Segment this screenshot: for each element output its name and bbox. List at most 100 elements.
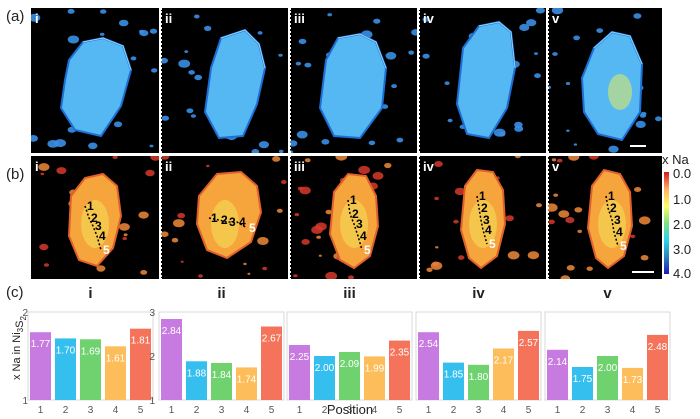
bar-value-label: 1.80 xyxy=(469,372,489,383)
y-axis-label: x Na in Ni3S2 xyxy=(11,316,28,380)
particle xyxy=(385,52,397,60)
particle xyxy=(31,135,38,142)
position-marker: 3 xyxy=(483,213,490,227)
na-map-image: 1 2 3 4 5 ii xyxy=(161,156,288,279)
particle xyxy=(514,156,521,159)
x-tick-label: 3 xyxy=(219,405,225,416)
x-tick-label: 1 xyxy=(38,405,44,416)
x-tick-label: 2 xyxy=(580,405,586,416)
bar-value-label: 1.61 xyxy=(106,353,126,364)
chart-title: ii xyxy=(217,285,225,302)
bar xyxy=(418,332,439,400)
bar xyxy=(236,367,257,400)
particle xyxy=(635,120,646,128)
na-core xyxy=(211,200,239,248)
x-tick-label: 2 xyxy=(194,405,200,416)
particle xyxy=(396,137,404,143)
particle xyxy=(634,187,642,192)
particle xyxy=(278,53,283,57)
particle xyxy=(573,143,578,146)
bar xyxy=(30,332,51,400)
particle xyxy=(190,114,196,118)
particle xyxy=(188,70,195,75)
bar-value-label: 2.54 xyxy=(419,339,439,350)
bar xyxy=(55,338,76,400)
panel-label-c: (c) xyxy=(6,284,24,301)
bar-value-label: 2.00 xyxy=(598,363,618,374)
position-marker: 4 xyxy=(616,225,623,239)
bar xyxy=(518,330,539,400)
particle xyxy=(257,31,263,35)
particle xyxy=(327,13,332,17)
na-map-image: 1 2 3 4 5 iii xyxy=(290,156,417,279)
x-tick-label: 2 xyxy=(322,405,328,416)
position-marker: 5 xyxy=(249,221,256,235)
particle xyxy=(498,132,506,137)
bar xyxy=(364,356,385,400)
crystal-graphic xyxy=(31,8,158,150)
particle xyxy=(565,217,575,224)
particle xyxy=(411,29,417,36)
bar xyxy=(339,352,360,400)
separator xyxy=(30,154,678,156)
bar xyxy=(261,326,282,400)
particle xyxy=(556,158,563,163)
crystal-facet xyxy=(593,31,643,65)
bar-value-label: 2.17 xyxy=(494,356,514,367)
position-marker: 1 xyxy=(479,189,486,203)
particle xyxy=(206,164,210,168)
particle xyxy=(151,68,158,73)
bar xyxy=(647,334,668,400)
particle xyxy=(118,19,129,27)
particle xyxy=(553,193,559,197)
particle xyxy=(173,219,185,228)
colorbar-tick: 0.0 xyxy=(673,166,692,181)
bar-value-label: 1.88 xyxy=(187,368,207,379)
particle xyxy=(548,203,558,212)
particle xyxy=(505,215,514,222)
chart-title: iv xyxy=(472,285,485,302)
bar-value-label: 2.14 xyxy=(548,357,568,368)
profile-line xyxy=(208,217,248,229)
bar xyxy=(597,356,618,400)
particle xyxy=(655,116,662,122)
particle xyxy=(56,167,67,175)
bar-value-label: 1.74 xyxy=(237,374,257,385)
particle xyxy=(39,243,49,251)
particle xyxy=(280,180,287,184)
particle xyxy=(140,270,148,275)
particle xyxy=(278,149,284,153)
x-tick-label: 4 xyxy=(501,405,507,416)
na-map-image: 1 2 3 4 5 iv xyxy=(419,156,546,279)
optical-image: v xyxy=(548,8,662,153)
particle xyxy=(43,263,50,267)
particle xyxy=(535,8,545,14)
particle xyxy=(54,139,66,148)
crystal-facet xyxy=(478,21,516,69)
particle xyxy=(38,163,50,171)
particle xyxy=(178,59,191,68)
particle xyxy=(447,118,453,123)
particle xyxy=(318,254,322,257)
separator xyxy=(418,8,420,280)
particle xyxy=(149,28,158,34)
particle xyxy=(118,223,130,231)
tile-label: ii xyxy=(165,11,173,26)
particle xyxy=(276,208,283,213)
particle xyxy=(526,19,537,27)
tile-label: v xyxy=(552,11,560,26)
tile-label: iv xyxy=(423,159,434,174)
position-marker: 3 xyxy=(356,217,363,231)
particle xyxy=(548,219,555,225)
chart-title: v xyxy=(603,285,612,302)
tile-label: v xyxy=(552,159,560,174)
particle xyxy=(566,129,570,132)
position-marker: 1 xyxy=(608,189,615,203)
particle xyxy=(551,158,557,162)
particle xyxy=(96,265,106,272)
y-tick-label: 3 xyxy=(149,308,155,319)
x-tick-label: 1 xyxy=(555,405,561,416)
